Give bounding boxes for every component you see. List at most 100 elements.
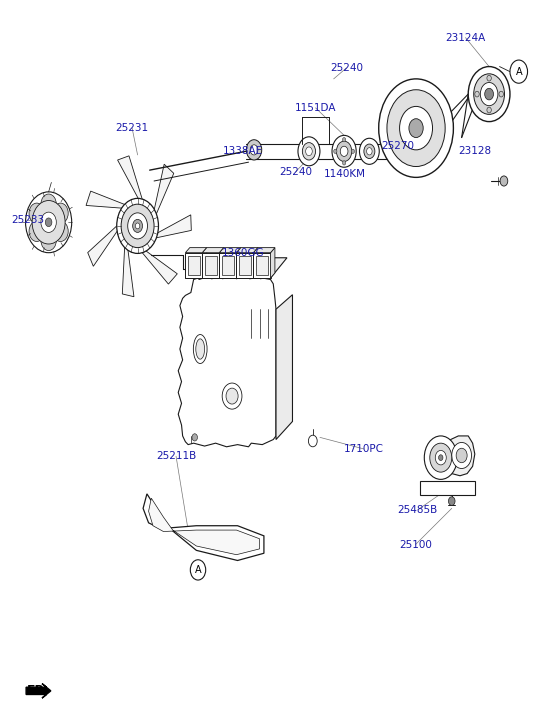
Polygon shape: [185, 253, 203, 278]
Polygon shape: [123, 242, 134, 297]
Circle shape: [342, 161, 346, 165]
Ellipse shape: [196, 339, 205, 359]
Circle shape: [190, 560, 206, 580]
Polygon shape: [253, 248, 275, 253]
Polygon shape: [188, 256, 200, 275]
Circle shape: [342, 137, 346, 142]
Text: FR.: FR.: [27, 684, 50, 697]
Circle shape: [475, 91, 479, 97]
Circle shape: [53, 203, 68, 223]
Circle shape: [351, 149, 354, 153]
Circle shape: [41, 230, 56, 251]
Text: 25233: 25233: [11, 215, 44, 225]
Circle shape: [439, 455, 443, 460]
Circle shape: [135, 223, 140, 229]
Circle shape: [226, 388, 238, 404]
Circle shape: [132, 220, 142, 233]
Polygon shape: [185, 258, 287, 278]
Polygon shape: [185, 248, 207, 253]
Polygon shape: [253, 248, 258, 278]
Polygon shape: [276, 294, 293, 440]
Circle shape: [45, 218, 52, 227]
Polygon shape: [152, 215, 192, 238]
Circle shape: [474, 74, 505, 114]
Circle shape: [436, 451, 446, 465]
Text: 23128: 23128: [458, 146, 491, 156]
Polygon shape: [236, 253, 253, 278]
Circle shape: [409, 119, 423, 137]
Polygon shape: [256, 256, 268, 275]
Circle shape: [452, 443, 471, 468]
Circle shape: [53, 221, 68, 241]
Polygon shape: [178, 275, 276, 447]
Circle shape: [499, 91, 503, 97]
Text: A: A: [516, 67, 522, 76]
Polygon shape: [139, 248, 177, 284]
Polygon shape: [153, 164, 174, 219]
Text: 25270: 25270: [381, 141, 415, 151]
Polygon shape: [220, 248, 241, 253]
Polygon shape: [238, 256, 251, 275]
Circle shape: [302, 142, 316, 160]
Circle shape: [500, 176, 508, 186]
Circle shape: [510, 60, 528, 83]
Circle shape: [222, 383, 242, 409]
Polygon shape: [203, 248, 207, 278]
Circle shape: [336, 141, 352, 161]
Circle shape: [487, 107, 491, 113]
Text: 23124A: 23124A: [445, 33, 486, 43]
Circle shape: [128, 213, 147, 239]
Polygon shape: [148, 498, 259, 555]
Circle shape: [364, 144, 375, 158]
Circle shape: [121, 204, 154, 248]
Circle shape: [487, 76, 491, 81]
Polygon shape: [446, 436, 475, 475]
Text: 1338AE: 1338AE: [223, 146, 263, 156]
Circle shape: [485, 88, 493, 100]
Circle shape: [41, 212, 56, 233]
Circle shape: [340, 146, 348, 156]
Circle shape: [250, 145, 258, 155]
Text: 1151DA: 1151DA: [295, 103, 336, 113]
Polygon shape: [270, 248, 275, 278]
Circle shape: [41, 194, 56, 214]
Polygon shape: [143, 494, 264, 561]
Text: 25240: 25240: [279, 166, 312, 177]
Circle shape: [192, 434, 198, 441]
Polygon shape: [203, 248, 224, 253]
Circle shape: [29, 221, 44, 241]
Text: 25231: 25231: [115, 123, 148, 133]
Text: 25240: 25240: [330, 63, 363, 73]
Polygon shape: [220, 248, 224, 278]
Polygon shape: [253, 253, 270, 278]
Polygon shape: [221, 256, 234, 275]
Circle shape: [32, 201, 65, 244]
Circle shape: [480, 82, 498, 105]
Polygon shape: [236, 248, 241, 278]
Circle shape: [332, 135, 356, 167]
Circle shape: [298, 137, 320, 166]
Polygon shape: [420, 481, 475, 495]
Circle shape: [456, 449, 467, 462]
Polygon shape: [236, 248, 258, 253]
Text: A: A: [195, 565, 201, 575]
Circle shape: [116, 198, 158, 254]
Circle shape: [387, 89, 445, 166]
Circle shape: [468, 67, 510, 121]
Text: 25211B: 25211B: [156, 451, 196, 461]
Text: 1140KM: 1140KM: [324, 169, 366, 179]
Text: 1710PC: 1710PC: [344, 444, 384, 454]
Polygon shape: [26, 683, 51, 698]
Circle shape: [359, 138, 379, 164]
Polygon shape: [86, 191, 129, 209]
Circle shape: [29, 203, 44, 223]
Circle shape: [379, 79, 453, 177]
Circle shape: [333, 149, 337, 153]
Circle shape: [400, 106, 433, 150]
Circle shape: [309, 435, 317, 447]
Polygon shape: [220, 253, 236, 278]
Circle shape: [246, 140, 262, 160]
Circle shape: [367, 148, 372, 155]
Circle shape: [430, 443, 452, 472]
Text: 25485B: 25485B: [397, 505, 438, 515]
